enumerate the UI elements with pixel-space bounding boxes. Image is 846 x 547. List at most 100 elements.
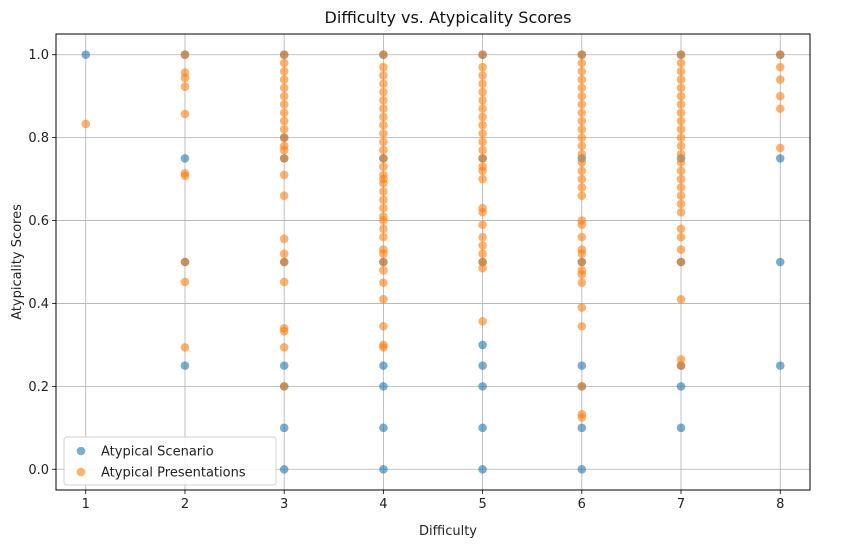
legend-box <box>63 436 277 486</box>
data-point <box>180 50 190 60</box>
data-point <box>676 50 686 60</box>
data-point <box>577 50 587 60</box>
y-tick-label: 0.4 <box>28 297 49 312</box>
data-point <box>279 67 289 76</box>
data-point <box>279 257 289 267</box>
data-point <box>676 83 686 93</box>
data-point <box>577 361 587 370</box>
data-point <box>676 158 686 167</box>
data-point <box>577 133 587 142</box>
chart-title: Difficulty vs. Atypicality Scores <box>325 8 572 27</box>
data-point <box>180 82 190 91</box>
data-point <box>577 158 587 167</box>
data-point <box>775 154 785 163</box>
data-point <box>577 75 587 84</box>
data-point <box>379 62 388 72</box>
data-point <box>478 174 487 184</box>
data-point <box>379 96 388 105</box>
data-point <box>379 423 388 433</box>
data-point <box>577 464 587 474</box>
y-axis-ticks: 0.0 0.2 0.4 0.6 0.8 1.0 <box>28 48 56 478</box>
data-point <box>478 464 487 474</box>
data-point <box>279 382 289 391</box>
legend-label: Atypical Scenario <box>101 445 214 460</box>
data-point <box>279 108 289 118</box>
data-point <box>81 119 91 129</box>
data-point <box>81 50 91 60</box>
data-point <box>180 109 190 119</box>
data-point <box>676 355 686 364</box>
y-axis-label: Atypicality Scores <box>10 204 25 320</box>
data-point <box>577 116 587 126</box>
data-point <box>379 71 388 80</box>
data-point <box>279 464 289 474</box>
data-point <box>676 199 686 209</box>
legend: Atypical Scenario Atypical Presentations <box>63 436 277 486</box>
data-point <box>279 277 289 287</box>
data-point <box>577 100 587 109</box>
data-point <box>379 203 388 213</box>
data-point <box>676 232 686 242</box>
data-point <box>379 295 388 304</box>
data-point <box>379 154 388 163</box>
data-point <box>279 361 289 370</box>
data-point <box>478 340 487 350</box>
data-point <box>775 62 785 72</box>
data-point <box>676 224 686 234</box>
data-point <box>478 129 487 138</box>
data-point <box>676 58 686 68</box>
data-point <box>478 112 487 122</box>
data-point <box>379 216 388 225</box>
data-point <box>676 183 686 192</box>
data-point <box>478 220 487 229</box>
x-tick-label: 5 <box>478 497 486 512</box>
data-point <box>676 191 686 200</box>
data-point <box>279 50 289 60</box>
data-point <box>577 67 587 76</box>
data-point <box>676 361 686 370</box>
data-point <box>577 141 587 151</box>
data-point <box>478 263 487 273</box>
data-point <box>775 91 785 101</box>
data-point <box>379 162 388 171</box>
data-point <box>577 232 587 242</box>
data-point <box>478 145 487 155</box>
y-tick-label: 0.6 <box>28 214 49 229</box>
data-point <box>775 104 785 113</box>
data-point <box>379 361 388 370</box>
data-point <box>676 207 686 217</box>
data-point <box>676 108 686 118</box>
data-point <box>379 249 388 259</box>
legend-marker <box>76 467 86 477</box>
data-point <box>379 187 388 196</box>
data-point <box>676 91 686 101</box>
data-point <box>577 257 587 267</box>
data-point <box>676 116 686 126</box>
x-axis-ticks: 1 2 3 4 5 6 7 8 <box>82 490 784 512</box>
data-point <box>775 361 785 370</box>
data-point <box>478 104 487 113</box>
data-point <box>478 241 487 250</box>
data-point <box>676 166 686 176</box>
data-point <box>577 125 587 134</box>
data-point <box>180 171 190 181</box>
data-point <box>676 125 686 134</box>
data-point <box>577 83 587 93</box>
data-point <box>379 137 388 147</box>
data-point <box>379 232 388 242</box>
data-point <box>577 91 587 101</box>
data-point <box>379 321 388 331</box>
data-point <box>279 154 289 163</box>
data-point <box>478 382 487 391</box>
y-tick-label: 0.0 <box>28 463 49 478</box>
data-point <box>279 75 289 84</box>
data-point <box>478 154 487 163</box>
x-tick-label: 4 <box>379 497 387 512</box>
data-point <box>379 343 388 352</box>
data-point <box>379 195 388 205</box>
data-point <box>379 224 388 234</box>
data-point <box>379 79 388 89</box>
data-point <box>478 166 487 176</box>
data-point <box>676 75 686 84</box>
data-point <box>676 100 686 109</box>
